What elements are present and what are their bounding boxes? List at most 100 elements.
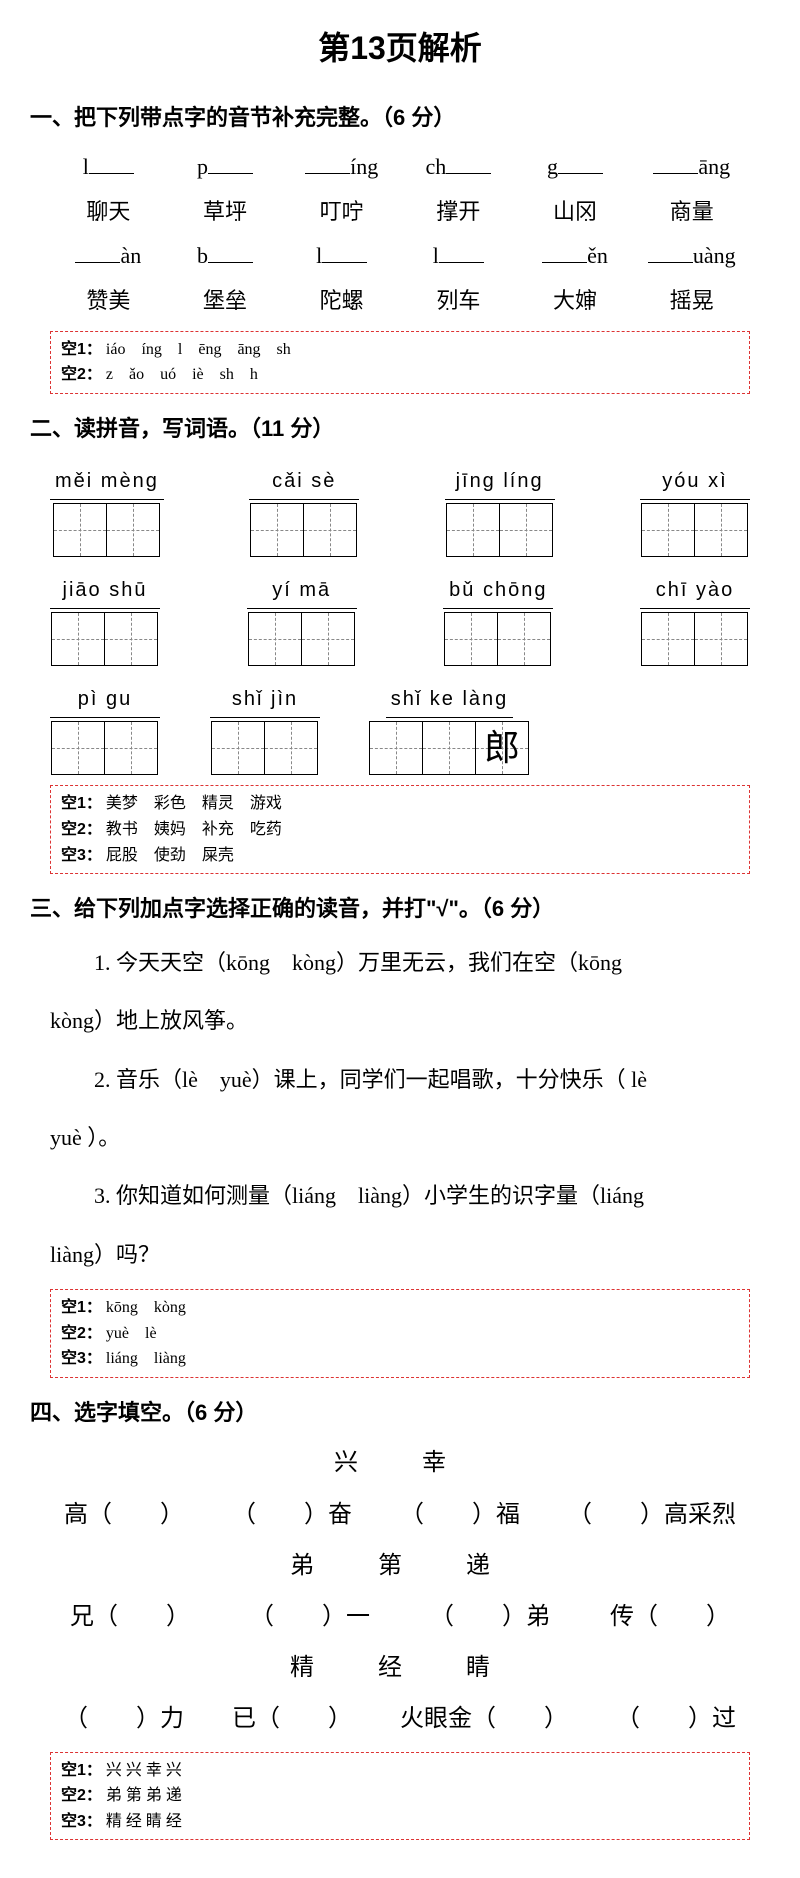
char-box bbox=[497, 612, 551, 666]
blank bbox=[208, 240, 253, 263]
answer-label: 空2： bbox=[61, 817, 102, 843]
char-box bbox=[53, 503, 107, 557]
word-cell: 大婶 bbox=[517, 281, 634, 321]
pinyin-cell: uàng bbox=[633, 236, 750, 276]
answer-line: 空1：美梦 彩色 精灵 游戏 bbox=[61, 791, 739, 817]
section3-heading: 三、给下列加点字选择正确的读音，并打"√"。（6 分） bbox=[30, 889, 770, 929]
pinyin-text: shǐ ke làng bbox=[386, 681, 514, 718]
answer-label: 空2： bbox=[61, 362, 102, 388]
char-box bbox=[446, 503, 500, 557]
section1-answer-box: 空1：iáo íng l ēng āng sh空2：z ǎo uó iè sh … bbox=[50, 331, 750, 394]
answer-line: 空3：精 经 睛 经 bbox=[61, 1809, 739, 1835]
pinyin-cell: l bbox=[400, 236, 517, 276]
pinyin-text: jiāo shū bbox=[50, 572, 160, 609]
section2-heading: 二、读拼音，写词语。（11 分） bbox=[30, 409, 770, 449]
fill-item: 已（ ） bbox=[232, 1698, 352, 1741]
answer-content: z ǎo uó iè sh h bbox=[106, 362, 258, 388]
char-box bbox=[211, 721, 265, 775]
dotted-char: 垒 bbox=[225, 288, 247, 313]
fill-item: 高（ ） bbox=[64, 1494, 184, 1537]
dotted-char: 列 bbox=[436, 288, 458, 313]
section4-group2-items: 兄（ ）（ ）一（ ）弟传（ ） bbox=[40, 1596, 760, 1639]
char-box bbox=[641, 503, 695, 557]
answer-content: 教书 姨妈 补充 吃药 bbox=[106, 817, 282, 843]
char-box bbox=[51, 612, 105, 666]
pinyin-text: měi mèng bbox=[50, 463, 164, 500]
word-cell: 撑开 bbox=[400, 192, 517, 232]
section2-row3: pì gu shǐ jìn shǐ ke làng郎 bbox=[50, 681, 750, 775]
blank bbox=[648, 240, 693, 263]
pinyin-cell: āng bbox=[633, 147, 750, 187]
pinyin-text: cǎi sè bbox=[249, 463, 359, 500]
char-box bbox=[104, 612, 158, 666]
fill-item: 兄（ ） bbox=[70, 1596, 190, 1639]
blank bbox=[439, 240, 484, 263]
char-grid bbox=[642, 503, 748, 557]
answer-label: 空2： bbox=[61, 1321, 102, 1347]
answer-content: 弟 第 弟 递 bbox=[106, 1783, 182, 1809]
fill-item: （ ）高采烈 bbox=[568, 1494, 736, 1537]
blank bbox=[208, 151, 253, 174]
answer-line: 空3：liáng liàng bbox=[61, 1346, 739, 1372]
char-box bbox=[422, 721, 476, 775]
dotted-char: 坪 bbox=[225, 199, 247, 224]
answer-content: liáng liàng bbox=[106, 1346, 186, 1372]
pinyin-text: bǔ chōng bbox=[443, 572, 553, 609]
section3-item3b: liàng）吗？ bbox=[50, 1231, 750, 1279]
blank bbox=[446, 151, 491, 174]
word-cell: 堡垒 bbox=[167, 281, 284, 321]
word-cell: 赞美 bbox=[50, 281, 167, 321]
answer-content: 美梦 彩色 精灵 游戏 bbox=[106, 791, 282, 817]
dotted-char: 撑 bbox=[436, 199, 458, 224]
char-box bbox=[641, 612, 695, 666]
blank bbox=[542, 240, 587, 263]
char-grid bbox=[212, 721, 318, 775]
pinyin-cell: b bbox=[167, 236, 284, 276]
fill-item: （ ）福 bbox=[400, 1494, 520, 1537]
dotted-char: 冈 bbox=[575, 199, 597, 224]
section4-group3-choices: 精 经 睛 bbox=[30, 1647, 770, 1690]
pinyin-cell: ch bbox=[400, 147, 517, 187]
section2-row1: měi mèng cǎi sè jīng líng yóu xì bbox=[50, 463, 750, 557]
section1-pinyin-row1: lpíngchgāng bbox=[50, 147, 750, 187]
answer-line: 空2：yuè lè bbox=[61, 1321, 739, 1347]
pinyin-grid-item: shǐ jìn bbox=[210, 681, 320, 775]
pinyin-text: pì gu bbox=[50, 681, 160, 718]
pinyin-cell: p bbox=[167, 147, 284, 187]
section1-word-row1: 聊天草坪叮咛撑开山冈商量 bbox=[50, 192, 750, 232]
pinyin-grid-item: bǔ chōng bbox=[443, 572, 553, 666]
fill-item: 传（ ） bbox=[610, 1596, 730, 1639]
pinyin-text: jīng líng bbox=[445, 463, 555, 500]
page-title: 第13页解析 bbox=[30, 20, 770, 78]
char-grid bbox=[447, 503, 553, 557]
word-cell: 陀螺 bbox=[283, 281, 400, 321]
char-box bbox=[694, 612, 748, 666]
dotted-char: 咛 bbox=[342, 199, 364, 224]
answer-label: 空3： bbox=[61, 1809, 102, 1835]
char-grid bbox=[249, 612, 355, 666]
char-box bbox=[303, 503, 357, 557]
dotted-char: 晃 bbox=[692, 288, 714, 313]
answer-label: 空3： bbox=[61, 843, 102, 869]
answer-content: kōng kòng bbox=[106, 1295, 186, 1321]
section3-item1b: kòng）地上放风筝。 bbox=[50, 997, 750, 1045]
char-grid bbox=[251, 503, 357, 557]
pinyin-grid-item: shǐ ke làng郎 bbox=[370, 681, 529, 775]
section3-item3a: 3. 你知道如何测量（liáng liàng）小学生的识字量（liáng bbox=[50, 1172, 750, 1220]
char-grid bbox=[642, 612, 748, 666]
char-box: 郎 bbox=[475, 721, 529, 775]
pinyin-cell: ěn bbox=[517, 236, 634, 276]
pinyin-text: yí mā bbox=[247, 572, 357, 609]
section2-row2: jiāo shūyí mābǔ chōngchī yào bbox=[50, 572, 750, 666]
section3-item2b: yuè ）。 bbox=[50, 1114, 750, 1162]
section4-group1-choices: 兴 幸 bbox=[30, 1442, 770, 1485]
answer-content: 精 经 睛 经 bbox=[106, 1809, 182, 1835]
pinyin-text: yóu xì bbox=[640, 463, 750, 500]
answer-label: 空1： bbox=[61, 1758, 102, 1784]
fill-item: （ ）弟 bbox=[430, 1596, 550, 1639]
answer-line: 空1：iáo íng l ēng āng sh bbox=[61, 337, 739, 363]
char-grid bbox=[52, 721, 158, 775]
blank bbox=[305, 151, 350, 174]
char-grid bbox=[445, 612, 551, 666]
section3-item2a: 2. 音乐（lè yuè）课上，同学们一起唱歌，十分快乐（ lè bbox=[50, 1056, 750, 1104]
